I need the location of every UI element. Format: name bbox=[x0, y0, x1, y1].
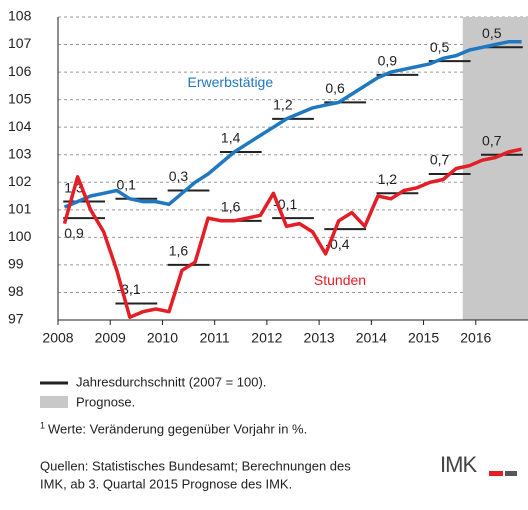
source-line: Quellen: Statistisches Bundesamt; Berech… bbox=[40, 458, 351, 473]
change-label: 0,7 bbox=[430, 152, 450, 168]
change-label: 0,9 bbox=[64, 225, 84, 241]
series-line bbox=[63, 40, 522, 209]
series-line bbox=[62, 147, 522, 319]
y-tick-label: 104 bbox=[8, 118, 32, 134]
x-tick-label: 2016 bbox=[460, 330, 491, 346]
change-label: 0,5 bbox=[482, 25, 502, 41]
y-tick-label: 98 bbox=[8, 283, 24, 299]
change-label: 0,5 bbox=[430, 39, 450, 55]
logo-bar bbox=[489, 471, 503, 476]
series-label: Erwerbstätige bbox=[188, 74, 274, 90]
x-tick-label: 2014 bbox=[356, 330, 387, 346]
change-label: 1,2 bbox=[378, 171, 398, 187]
y-tick-label: 106 bbox=[8, 63, 32, 79]
logo: IMK bbox=[440, 452, 477, 477]
legend-label: Jahresdurchschnitt (2007 = 100). bbox=[76, 374, 266, 389]
legend-swatch-box bbox=[40, 396, 68, 408]
x-tick-label: 2011 bbox=[200, 330, 230, 346]
footnote-mark: 1 bbox=[40, 420, 45, 430]
change-label: 0,1 bbox=[116, 177, 136, 193]
plot-area: 97 98 99 100 101 102 103 104 105 106 107 108 2008 200… bbox=[8, 8, 528, 346]
change-label: 0,6 bbox=[325, 80, 345, 96]
y-tick-label: 105 bbox=[8, 90, 32, 106]
logo-bar bbox=[505, 471, 517, 476]
change-label: 0,9 bbox=[378, 53, 398, 69]
y-tick-label: 100 bbox=[8, 228, 32, 244]
y-tick-label: 101 bbox=[8, 201, 32, 217]
source-line: IMK, ab 3. Quartal 2015 Prognose des IMK… bbox=[40, 476, 292, 491]
series-label: Stunden bbox=[314, 272, 366, 288]
x-tick-label: 2015 bbox=[408, 330, 439, 346]
x-tick-label: 2009 bbox=[95, 330, 126, 346]
change-label: 1,4 bbox=[221, 130, 241, 146]
y-tick-label: 97 bbox=[8, 311, 24, 327]
legend-label: Prognose. bbox=[76, 394, 135, 409]
y-tick-label: 107 bbox=[8, 35, 32, 51]
x-tick-label: 2013 bbox=[304, 330, 335, 346]
change-label: 1,6 bbox=[221, 199, 241, 215]
y-tick-label: 99 bbox=[8, 256, 24, 272]
x-tick-label: 2008 bbox=[42, 330, 73, 346]
change-label: 0,7 bbox=[482, 132, 502, 148]
x-tick-label: 2012 bbox=[251, 330, 282, 346]
y-tick-label: 102 bbox=[8, 173, 32, 189]
forecast-area bbox=[462, 17, 528, 320]
y-tick-label: 103 bbox=[8, 145, 32, 161]
y-tick-label: 108 bbox=[8, 8, 32, 24]
change-label: 1,6 bbox=[169, 243, 189, 259]
change-label: 1,2 bbox=[273, 97, 293, 113]
change-label: 0,3 bbox=[169, 168, 189, 184]
footnote: Werte: Veränderung gegenüber Vorjahr in … bbox=[48, 421, 307, 436]
x-tick-label: 2010 bbox=[147, 330, 178, 346]
